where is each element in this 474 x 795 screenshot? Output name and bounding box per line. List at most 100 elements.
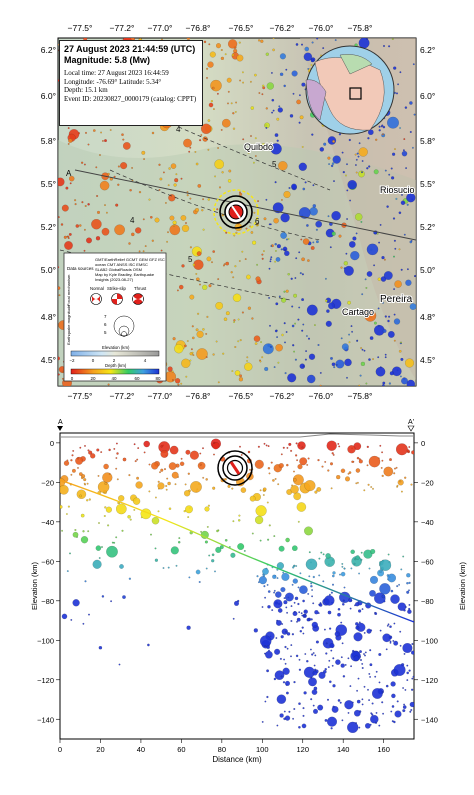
map-earthquake: [280, 213, 290, 223]
map-earthquake: [269, 223, 272, 226]
map-earthquake: [115, 203, 119, 207]
map-earthquake: [304, 181, 307, 184]
cross-section-earthquake: [240, 487, 247, 493]
map-earthquake: [349, 241, 356, 248]
map-earthquake: [207, 119, 211, 122]
cross-section-earthquake: [308, 677, 317, 687]
cross-section-earthquake: [381, 594, 386, 599]
cross-section-earthquake: [329, 627, 332, 630]
cross-section-earthquake: [284, 662, 287, 665]
y-tick-label: −80: [421, 597, 434, 606]
cross-section-earthquake: [314, 490, 318, 494]
cross-section-earthquake: [83, 482, 86, 485]
cross-section-earthquake: [330, 649, 333, 652]
longitude-tick-label: −77.2°: [110, 391, 135, 401]
cross-section-earthquake: [410, 483, 413, 486]
cross-section-earthquake: [390, 589, 394, 593]
cross-section-earthquake: [290, 655, 292, 658]
map-earthquake: [323, 142, 327, 146]
longitude-tick-label: −75.8°: [348, 23, 373, 33]
cross-section-earthquake: [405, 606, 407, 608]
y-tick-label: −100: [37, 636, 54, 645]
map-earthquake: [340, 266, 343, 269]
cross-section-earthquake: [293, 601, 296, 604]
map-earthquake: [405, 279, 412, 286]
map-earthquake: [308, 353, 316, 360]
cross-section-earthquake: [66, 459, 69, 462]
map-earthquake: [199, 139, 202, 142]
map-earthquake: [65, 186, 69, 190]
map-earthquake: [188, 150, 191, 153]
y-tick-label: −140: [421, 715, 438, 724]
cross-section-earthquake: [164, 468, 166, 471]
cross-section-earthquake: [154, 547, 157, 550]
map-earthquake: [363, 349, 366, 352]
map-earthquake: [170, 163, 177, 169]
map-earthquake: [272, 202, 284, 214]
map-earthquake: [151, 239, 154, 242]
cross-section-earthquake: [291, 583, 294, 586]
map-earthquake: [104, 139, 107, 142]
map-earthquake: [283, 191, 291, 198]
map-earthquake: [211, 86, 215, 90]
cross-section-earthquake: [298, 611, 301, 614]
cross-section-earthquake: [273, 591, 275, 594]
cross-section-earthquake: [121, 529, 124, 532]
cross-section-earthquake: [286, 463, 289, 467]
map-earthquake: [247, 306, 251, 310]
cross-section-earthquake: [370, 549, 376, 554]
cross-section-earthquake: [350, 567, 353, 570]
cross-section-earthquake: [361, 667, 364, 669]
map-earthquake: [375, 366, 386, 377]
map-earthquake: [364, 278, 367, 281]
map-earthquake: [184, 344, 187, 348]
cross-section-earthquake: [360, 551, 363, 554]
map-earthquake: [346, 163, 348, 166]
slab-interface-line: [60, 479, 414, 623]
city-label-riosucio: Riosucio: [380, 185, 415, 195]
map-earthquake: [185, 375, 188, 378]
map-earthquake: [358, 147, 368, 157]
map-earthquake: [264, 367, 269, 371]
cross-section-earthquake: [116, 452, 119, 455]
cross-section-earthquake: [396, 485, 398, 488]
cross-section-earthquake: [184, 490, 191, 497]
map-earthquake: [225, 261, 229, 266]
map-earthquake: [346, 376, 348, 379]
map-earthquake: [348, 333, 350, 336]
cross-section-earthquake: [343, 567, 346, 570]
cross-section-earthquake: [299, 630, 302, 633]
cross-section-earthquake: [315, 640, 319, 644]
map-earthquake: [87, 203, 90, 206]
cross-section-earthquake: [273, 677, 277, 681]
cross-section-earthquake: [88, 450, 93, 455]
map-earthquake: [298, 121, 301, 124]
map-earthquake: [393, 239, 396, 242]
cross-section-earthquake: [370, 486, 373, 488]
map-earthquake: [406, 203, 409, 206]
cross-section-earthquake: [237, 543, 245, 550]
cross-section-earthquake: [381, 459, 384, 462]
longitude-tick-label: −77.5°: [68, 391, 93, 401]
map-earthquake: [191, 348, 193, 351]
map-earthquake: [58, 373, 60, 376]
map-earthquake: [202, 328, 205, 331]
event-local-time: Local time: 27 August 2023 16:44:59: [64, 69, 169, 77]
cross-section-earthquake: [314, 654, 317, 657]
cross-section-earthquake: [118, 495, 125, 502]
cross-section-earthquake: [107, 524, 110, 527]
cross-section-earthquake: [359, 650, 362, 653]
cross-section-earthquake: [105, 506, 112, 513]
magnitude-value-7: 7: [104, 314, 107, 319]
map-earthquake: [350, 325, 353, 327]
cross-section-earthquake: [311, 621, 318, 628]
map-earthquake: [189, 197, 192, 200]
cross-section-earthquake: [408, 607, 411, 611]
cross-section-earthquake: [408, 446, 411, 448]
cross-section-earthquake: [298, 658, 301, 661]
cross-section-earthquake: [267, 605, 271, 609]
cross-section-earthquake: [402, 643, 413, 653]
map-earthquake: [207, 61, 214, 68]
map-earthquake: [150, 216, 153, 219]
cross-section-earthquake: [297, 441, 306, 450]
